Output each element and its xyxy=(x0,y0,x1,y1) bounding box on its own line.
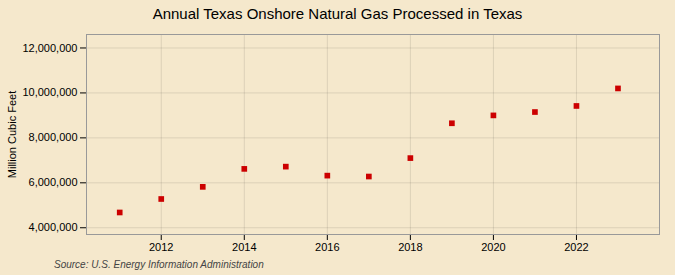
svg-text:2018: 2018 xyxy=(398,241,422,253)
svg-text:2014: 2014 xyxy=(232,241,256,253)
svg-text:2020: 2020 xyxy=(481,241,505,253)
svg-text:10,000,000: 10,000,000 xyxy=(22,86,77,98)
svg-text:8,000,000: 8,000,000 xyxy=(29,131,78,143)
svg-text:Million Cubic Feet: Million Cubic Feet xyxy=(6,91,18,178)
svg-text:6,000,000: 6,000,000 xyxy=(29,176,78,188)
html-text:Annual Texas Onshore Natural G: Annual Texas Onshore Natural Gas Process… xyxy=(152,5,523,22)
svg-text:2022: 2022 xyxy=(564,241,588,253)
svg-text:4,000,000: 4,000,000 xyxy=(29,221,78,233)
html-text:Source: U.S. Energy Informatio: Source: U.S. Energy Information Administ… xyxy=(54,259,264,270)
svg-text:2012: 2012 xyxy=(149,241,173,253)
svg-text:2016: 2016 xyxy=(315,241,339,253)
svg-text:12,000,000: 12,000,000 xyxy=(22,42,77,54)
